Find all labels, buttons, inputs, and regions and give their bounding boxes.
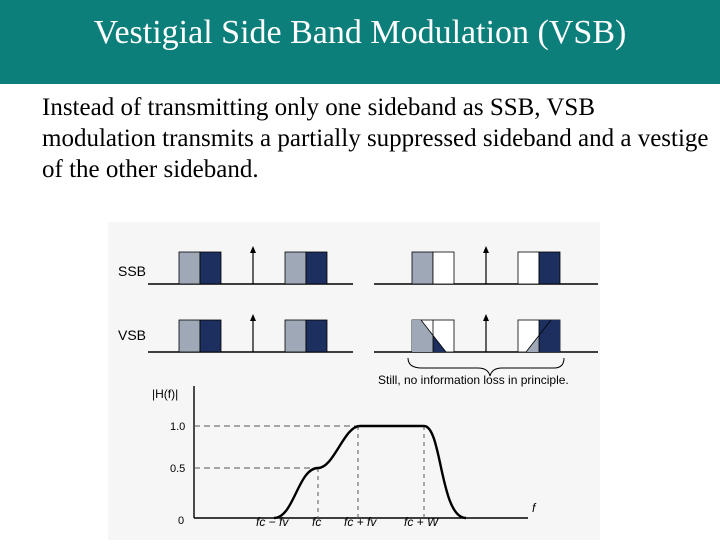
ssb-left2-band-light <box>284 251 307 285</box>
vsb-left2-band-dark <box>305 319 328 353</box>
ssb-right2-band-empty <box>517 251 540 285</box>
vsb-note: Still, no information loss in principle. <box>378 373 569 387</box>
hf-y-tick-0: 0 <box>178 515 184 527</box>
vsb-left-carrier-arrowhead <box>250 314 256 321</box>
ssb-right-band-light <box>411 251 434 285</box>
hf-y-tick-1: 1.0 <box>170 421 185 433</box>
hf-y-tick-half: 0.5 <box>170 463 185 475</box>
ssb-row-label: SSB <box>118 263 146 279</box>
hf-curve <box>273 424 467 520</box>
vsb-figure-svg: SSB VSB <box>118 246 598 529</box>
ssb-left-band-light <box>178 251 201 285</box>
vsb-right-carrier-arrowhead <box>483 314 489 321</box>
vsb-brace <box>407 357 565 377</box>
vsb-right-band-slope <box>420 319 447 353</box>
hf-x-tick-fc-minus-fv: fc − fv <box>256 515 289 529</box>
ssb-right-carrier-arrowhead <box>483 246 489 253</box>
vsb-row-label: VSB <box>118 327 146 343</box>
vsb-left-band-light <box>178 319 201 353</box>
hf-y-axis-label: |H(f)| <box>152 387 178 401</box>
vsb-left-band-dark <box>199 319 222 353</box>
ssb-left-carrier-arrowhead <box>250 246 256 253</box>
ssb-left2-band-dark <box>305 251 328 285</box>
hf-x-tick-fc-plus-w: fc + W <box>404 515 440 529</box>
hf-x-tick-fc: fc <box>312 515 321 529</box>
ssb-right-band-empty <box>432 251 455 285</box>
slide-title: Vestigial Side Band Modulation (VSB) <box>93 14 627 51</box>
ssb-left-band-dark <box>199 251 222 285</box>
hf-x-axis-label: f <box>532 501 537 515</box>
hf-x-tick-fc-plus-fv: fc + fv <box>344 515 377 529</box>
body-paragraph: Instead of transmitting only one sideban… <box>42 94 709 183</box>
ssb-right2-band-dark <box>538 251 561 285</box>
vsb-left2-band-light <box>284 319 307 353</box>
vsb-right2-band-slope <box>525 319 552 353</box>
title-bar <box>0 0 720 84</box>
vsb-figure: SSB VSB <box>108 222 600 540</box>
